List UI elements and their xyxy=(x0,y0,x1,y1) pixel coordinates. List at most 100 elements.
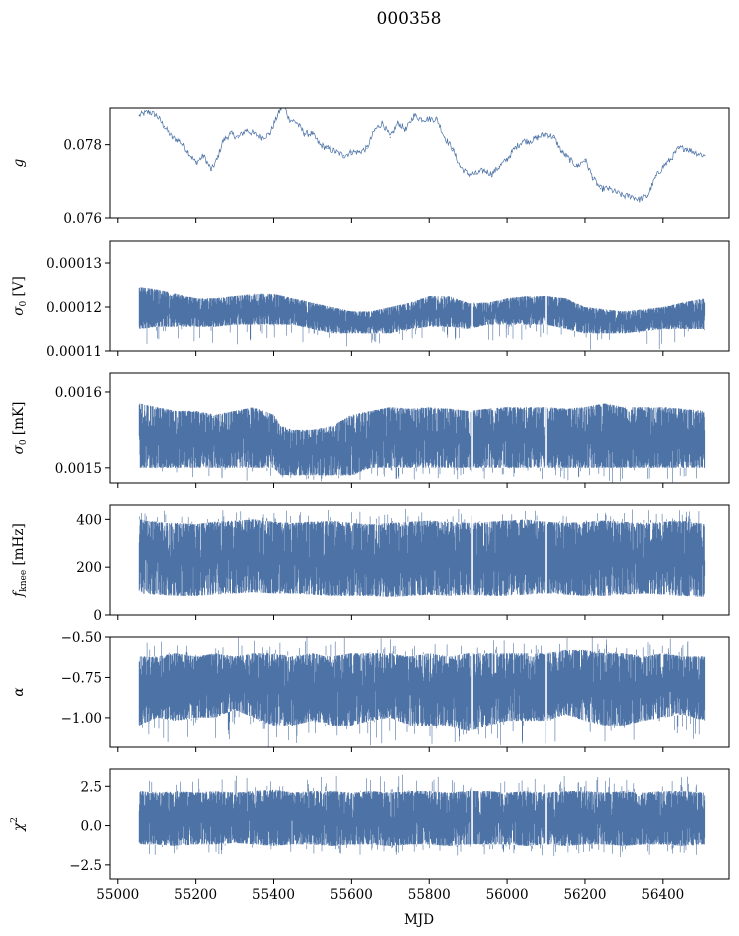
series-group xyxy=(138,769,706,879)
data-point xyxy=(210,169,212,171)
x-tick-label: 55400 xyxy=(252,887,295,903)
data-point xyxy=(631,195,633,197)
subplot-6: −2.5 0.0 2.5 55000 55200 55400 55600 55800 56000… xyxy=(10,768,730,903)
data-point xyxy=(638,199,641,201)
low-spikes xyxy=(142,709,700,747)
x-tick-label: 56400 xyxy=(641,887,684,903)
data-point xyxy=(599,188,602,190)
subplot-4: 0 200 400 fknee [mHz] xyxy=(11,504,730,624)
data-point xyxy=(342,155,345,157)
axes-frame xyxy=(109,240,730,352)
data-point xyxy=(490,173,493,175)
data-point xyxy=(420,118,423,120)
data-point xyxy=(138,114,140,116)
y-tick-label: 200 xyxy=(76,560,102,576)
data-point xyxy=(335,151,337,153)
x-axis-label: MJD xyxy=(404,912,434,928)
data-point xyxy=(327,147,329,149)
y-tick-label: 0 xyxy=(93,608,102,624)
high-spikes xyxy=(149,774,697,793)
data-point xyxy=(163,125,166,127)
subplot-2: 0.00011 0.00012 0.00013 σ0 [V] xyxy=(11,240,730,360)
data-point xyxy=(283,104,284,105)
y-tick-label: 2.5 xyxy=(81,779,102,795)
axes-frame xyxy=(109,107,730,219)
data-point xyxy=(261,136,263,138)
data-point xyxy=(405,129,407,131)
data-point xyxy=(693,151,695,153)
data-point xyxy=(615,191,617,193)
data-point xyxy=(537,136,539,138)
data-point xyxy=(467,173,469,175)
series-band xyxy=(138,403,706,476)
data-point xyxy=(276,114,279,116)
data-point xyxy=(237,136,240,138)
x-tick-label: 55800 xyxy=(408,887,451,903)
low-spikes xyxy=(146,324,705,350)
axes-frame xyxy=(109,636,730,748)
subplot-3: 0.0015 0.0016 σ0 [mK] xyxy=(11,372,730,488)
data-point xyxy=(522,140,524,142)
data-point xyxy=(202,155,205,157)
axes-frame xyxy=(109,768,730,880)
series-line xyxy=(138,108,705,203)
data-point xyxy=(529,140,532,142)
data-point xyxy=(222,140,224,142)
subplot-1: 0.076 0.078 g xyxy=(11,104,730,227)
data-point xyxy=(646,195,648,197)
high-spikes xyxy=(146,637,689,657)
data-point xyxy=(350,151,352,153)
y-axis-label: α xyxy=(11,687,27,696)
data-point xyxy=(623,195,625,197)
axes-frame xyxy=(109,372,730,484)
y-tick-label: 0.076 xyxy=(63,211,102,227)
x-tick-label: 56000 xyxy=(486,887,529,903)
data-point xyxy=(397,122,399,124)
data-point xyxy=(592,177,594,179)
data-point xyxy=(568,158,570,160)
data-point xyxy=(436,118,438,120)
data-point xyxy=(156,114,158,116)
y-axis-label: fknee [mHz] xyxy=(11,523,29,597)
figure-title: 000358 xyxy=(377,9,442,29)
data-point xyxy=(245,129,247,131)
data-point xyxy=(288,118,290,120)
x-tick-label: 55600 xyxy=(330,887,373,903)
data-point xyxy=(685,147,687,149)
data-point xyxy=(459,166,461,168)
data-point xyxy=(444,136,446,138)
data-point xyxy=(584,158,586,160)
data-point xyxy=(358,151,360,153)
data-point xyxy=(179,140,181,142)
data-point xyxy=(553,136,555,138)
y-tick-label: 0.0015 xyxy=(55,461,102,477)
y-tick-label: −0.75 xyxy=(61,670,102,686)
y-tick-label: 0.0016 xyxy=(55,385,102,401)
data-point xyxy=(319,144,321,146)
low-spikes xyxy=(155,467,697,483)
subplot-5: −1.00 −0.75 −0.50 α xyxy=(11,630,730,752)
data-point xyxy=(670,158,672,160)
y-tick-label: −0.50 xyxy=(61,630,102,646)
low-spikes xyxy=(149,843,697,857)
data-point xyxy=(389,136,391,138)
data-point xyxy=(498,166,500,168)
data-point xyxy=(413,114,415,116)
series-group xyxy=(138,241,706,351)
data-point xyxy=(514,147,516,149)
y-tick-label: 0.078 xyxy=(63,138,102,154)
data-point xyxy=(195,162,197,164)
data-point xyxy=(576,166,578,168)
data-point xyxy=(171,136,173,138)
data-point xyxy=(428,118,430,120)
y-axis-label: χ2 xyxy=(10,817,27,832)
y-tick-label: 0.0 xyxy=(81,819,102,835)
series-band xyxy=(138,287,706,334)
data-point xyxy=(506,158,508,160)
x-tick-label: 55000 xyxy=(96,887,139,903)
series-band xyxy=(138,789,706,846)
data-point xyxy=(654,177,656,179)
data-point xyxy=(187,151,189,153)
